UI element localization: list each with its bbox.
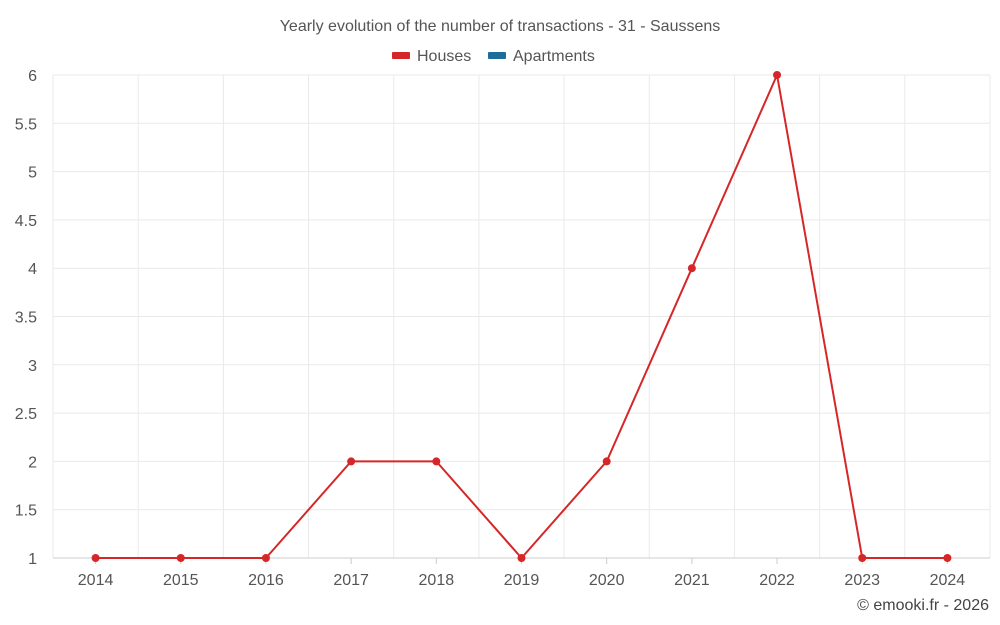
data-point-houses[interactable] — [517, 554, 526, 562]
y-tick-label: 3.5 — [15, 310, 37, 327]
x-tick-label: 2024 — [930, 572, 966, 589]
y-tick-label: 6 — [28, 68, 37, 85]
legend-item-apartments[interactable]: Apartments — [488, 48, 595, 65]
data-point-houses[interactable] — [943, 554, 952, 562]
credit-text: © emooki.fr - 2026 — [857, 597, 989, 614]
data-point-houses[interactable] — [261, 554, 270, 562]
data-point-houses[interactable] — [773, 71, 782, 79]
y-tick-label: 3 — [28, 358, 37, 375]
y-tick-label: 4.5 — [15, 213, 37, 230]
legend-swatch-houses — [392, 52, 410, 59]
x-tick-label: 2020 — [589, 572, 625, 589]
y-tick-label: 4 — [28, 261, 37, 278]
x-tick-label: 2018 — [419, 572, 455, 589]
data-point-houses[interactable] — [176, 554, 185, 562]
x-tick-label: 2016 — [248, 572, 284, 589]
x-tick-label: 2017 — [333, 572, 369, 589]
data-point-houses[interactable] — [91, 554, 100, 562]
chart-title: Yearly evolution of the number of transa… — [280, 18, 721, 35]
data-point-houses[interactable] — [347, 457, 356, 466]
x-tick-label: 2021 — [674, 572, 710, 589]
legend-item-houses[interactable]: Houses — [392, 48, 471, 65]
y-tick-label: 1.5 — [15, 503, 37, 520]
series-houses — [91, 71, 952, 562]
y-tick-label: 5.5 — [15, 116, 37, 133]
legend: Houses Apartments — [392, 48, 595, 65]
legend-label-apartments: Apartments — [513, 48, 595, 65]
y-tick-label: 2 — [28, 454, 37, 471]
data-point-houses[interactable] — [858, 554, 867, 562]
data-point-houses[interactable] — [687, 264, 696, 273]
x-tick-label: 2014 — [78, 572, 114, 589]
y-tick-label: 1 — [28, 551, 37, 568]
x-tick-label: 2023 — [844, 572, 880, 589]
x-tick-label: 2019 — [504, 572, 540, 589]
data-point-houses[interactable] — [602, 457, 611, 466]
y-axis-ticks: 1 1.5 2 2.5 3 3.5 4 4.5 5 5.5 6 — [15, 68, 37, 568]
x-tick-label: 2022 — [759, 572, 795, 589]
y-tick-label: 2.5 — [15, 406, 37, 423]
legend-label-houses: Houses — [417, 48, 471, 65]
grid — [52, 74, 991, 559]
y-tick-label: 5 — [28, 165, 37, 182]
data-point-houses[interactable] — [432, 457, 441, 466]
x-axis-ticks: 2014 2015 2016 2017 2018 2019 2020 2021 2022 2023… — [78, 558, 966, 589]
x-tick-label: 2015 — [163, 572, 199, 589]
legend-swatch-apartments — [488, 52, 506, 59]
